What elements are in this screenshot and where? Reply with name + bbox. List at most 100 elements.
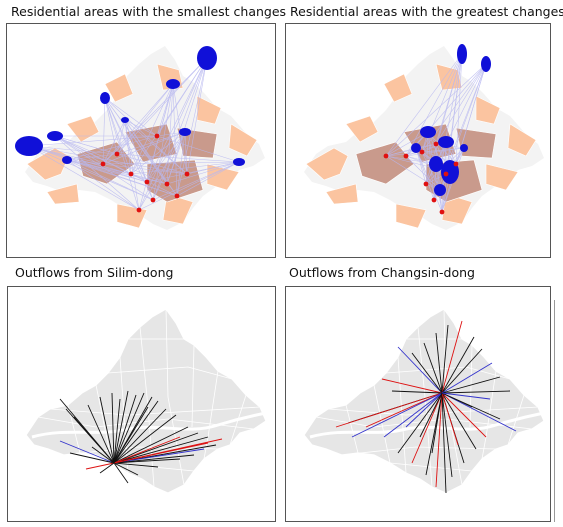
bl-outflow-line [113,394,137,464]
tr-flow-line [415,147,427,185]
tl-flow-line [102,83,174,165]
tl-flow-line [54,135,104,165]
bl-district-border [107,366,233,380]
br-outflow-line [441,392,477,450]
tl-destination-area [15,136,43,156]
tr-flow-line [385,53,463,157]
br-outflow-line [419,392,443,438]
tl-flow-line [28,145,188,175]
bl-outflow-line [113,414,177,464]
br-outflow-line [441,392,517,432]
br-outflow-line [351,392,443,438]
tr-origin-dot [433,141,439,147]
tr-destination-area [481,56,491,72]
tl-flow-line [116,119,126,155]
tl-flow-line [116,83,174,155]
br-outflow-line [391,390,443,394]
bl-outflow-line [113,462,159,468]
tl-flow-line [130,131,186,175]
panel-title-smallest-changes: Residential areas with the smallest chan… [11,4,287,19]
br-district-border [327,406,539,416]
br-outflow-line [383,392,443,438]
tl-origin-dot [184,171,190,177]
page-edge-divider [554,300,555,522]
panel-title-silim-outflows: Outflows from Silim-dong [15,265,174,280]
br-outflow-line [335,392,443,428]
tr-residential-area [345,115,379,143]
tl-origin-dot [150,197,156,203]
tl-destination-area [121,117,129,123]
br-district-border [389,462,473,472]
tl-flow-line [28,145,168,185]
tl-flow-line [130,161,240,175]
br-district-border [345,404,359,454]
tl-flow-line [124,119,140,211]
br-outflow-line [441,392,447,494]
tl-flow-line [66,159,178,197]
bl-outflow-line [59,440,115,464]
tr-destination-area [460,144,468,152]
map-svg-changsin [303,308,545,494]
br-outflow-line [411,352,443,394]
tr-residential-area [305,147,349,181]
br-outflow-line [441,336,475,394]
br-outflow-line [405,392,443,428]
tl-flow-line [184,131,188,175]
bl-outflow-line [113,458,181,464]
br-outflow-line [441,392,487,438]
br-outflow-line [397,392,443,454]
tl-origin-dot [136,207,142,213]
tl-flow-line [104,97,118,155]
tl-flow-line [102,161,240,165]
bl-outflow-line [113,390,129,464]
br-outflow-line [381,378,443,394]
bl-outflow-line [99,462,115,474]
tl-destination-area [197,46,217,70]
bl-outflow-line [113,442,209,464]
br-outflow-line [441,324,449,394]
tl-flow-line [66,135,158,161]
br-outflow-line [441,362,493,394]
tr-flow-line [405,63,487,157]
map-svg-smallest [15,46,265,230]
tl-origin-dot [144,179,150,185]
tl-flow-line [66,159,168,185]
tl-origin-dot [100,161,106,167]
tl-flow-line [156,83,174,137]
tr-flow-line [385,147,465,157]
br-outflow-line [435,332,443,394]
tl-residential-area [196,95,222,125]
tl-flow-line [102,57,208,165]
bl-district-border [49,406,261,416]
bl-outflow-line [113,462,139,476]
tl-residential-area [228,123,258,157]
tr-flow-line [445,63,487,175]
tl-flow-line [104,97,158,137]
tl-flow-line [124,119,188,175]
tr-residential-area [507,123,537,157]
bl-district-border [37,416,255,430]
br-district-border [417,326,433,488]
tr-origin-dot [423,181,429,187]
bl-outflow-line [113,408,167,464]
map-greatest-changes [285,23,551,258]
br-outflow-line [441,390,511,394]
panel-title-greatest-changes: Residential areas with the greatest chan… [290,4,563,19]
tr-origin-dot [443,171,449,177]
tr-destination-area [429,156,443,172]
tr-flow-line [421,151,441,191]
map-svg-silim [25,308,267,494]
tl-flow-line [104,97,132,175]
br-outflow-line [441,392,453,478]
bl-outflow-line [87,404,115,464]
tl-flow-line [124,119,148,183]
tl-origin-dot [174,193,180,199]
tl-flow-line [104,97,140,211]
br-district-border [341,446,497,456]
tl-flow-line [66,159,104,165]
tl-flow-line [124,119,158,137]
br-outflow-line [441,376,501,394]
tl-destination-area [47,131,63,141]
tl-flow-line [28,145,154,201]
tl-destination-area [62,156,72,164]
